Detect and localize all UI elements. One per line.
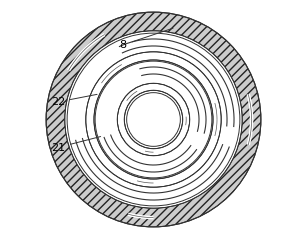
Text: 21: 21	[51, 136, 101, 152]
Text: 8: 8	[120, 28, 173, 50]
Circle shape	[117, 83, 190, 156]
Circle shape	[65, 31, 242, 208]
Circle shape	[95, 61, 212, 178]
Text: 22: 22	[51, 94, 97, 107]
Circle shape	[86, 52, 221, 187]
Circle shape	[127, 93, 180, 146]
Circle shape	[67, 33, 240, 206]
Circle shape	[94, 60, 213, 179]
Circle shape	[124, 90, 183, 149]
Circle shape	[46, 12, 261, 227]
Circle shape	[86, 52, 221, 187]
Circle shape	[117, 83, 190, 156]
